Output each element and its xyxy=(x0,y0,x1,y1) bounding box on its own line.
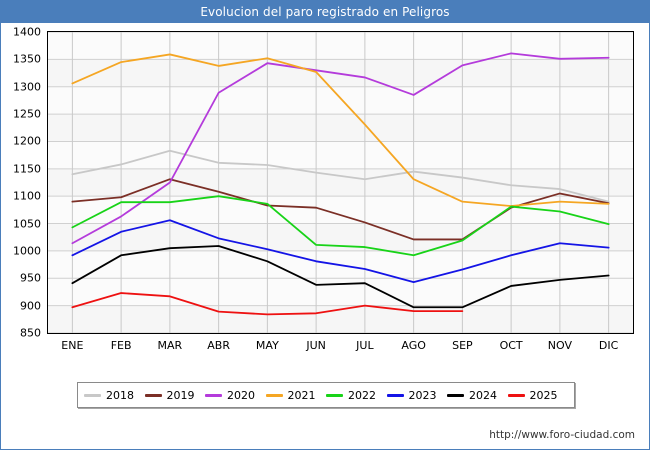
legend-label: 2021 xyxy=(287,388,316,402)
legend-item[interactable]: 2020 xyxy=(205,389,266,402)
legend-label: 2020 xyxy=(227,388,255,402)
y-axis-tick-label: 1400 xyxy=(13,25,41,39)
legend-line-swatch xyxy=(144,393,162,397)
legend-line-swatch xyxy=(265,393,283,397)
legend-line-swatch xyxy=(84,393,101,397)
y-axis-tick-label: 850 xyxy=(20,326,41,340)
legend-item[interactable]: 2024 xyxy=(447,389,508,402)
x-axis-tick-label: JUL xyxy=(356,339,374,352)
legend-line-swatch xyxy=(386,393,404,397)
legend-line-swatch xyxy=(326,393,343,397)
x-axis-tick-label: MAR xyxy=(157,339,183,352)
x-axis-tick-label: JUN xyxy=(306,339,326,352)
legend-label: 2022 xyxy=(348,388,376,402)
y-axis-tick-label: 1250 xyxy=(13,107,41,121)
source-url: http://www.foro-ciudad.com xyxy=(489,429,635,441)
legend-label: 2019 xyxy=(166,388,195,402)
y-axis-tick-label: 950 xyxy=(20,271,41,285)
legend-label: 2025 xyxy=(529,388,558,402)
y-axis-tick-label: 1350 xyxy=(13,52,41,66)
x-axis-tick-label: NOV xyxy=(547,339,572,352)
legend-item[interactable]: 2025 xyxy=(507,388,569,402)
x-axis-tick-label: ABR xyxy=(207,339,230,352)
y-axis-tick-label: 1150 xyxy=(13,162,41,176)
x-axis-tick-label: FEB xyxy=(110,339,132,352)
legend-line-swatch xyxy=(205,393,222,397)
x-axis-tick-label: AGO xyxy=(401,339,426,352)
y-axis-tick-label: 900 xyxy=(20,299,41,313)
y-axis-tick-label: 1050 xyxy=(13,217,41,231)
legend-item[interactable]: 2018 xyxy=(84,389,145,402)
x-axis-tick-label: DIC xyxy=(598,339,619,352)
x-axis-tick-label: MAY xyxy=(255,339,279,352)
y-axis-tick-label: 1300 xyxy=(13,80,41,94)
x-axis-tick-label: OCT xyxy=(499,339,523,352)
legend-label: 2023 xyxy=(408,388,437,402)
x-axis-tick-label: SEP xyxy=(452,339,473,352)
legend-item[interactable]: 2023 xyxy=(386,388,448,402)
legend-item[interactable]: 2022 xyxy=(326,389,387,402)
legend-line-swatch xyxy=(447,393,464,397)
legend-label: 2024 xyxy=(469,388,497,402)
y-axis-tick-label: 1000 xyxy=(13,244,41,258)
chart-area xyxy=(47,31,634,334)
window-title-bar: Evolucion del paro registrado en Peligro… xyxy=(1,1,649,23)
legend-item[interactable]: 2019 xyxy=(144,388,206,402)
y-axis-tick-label: 1200 xyxy=(13,134,41,148)
y-axis-tick-label: 1100 xyxy=(13,189,41,203)
y-axis-labels: 850 900 950 1000 1050 1100 1150 1200 1250 1300 135… xyxy=(1,27,43,339)
x-axis-labels: ENE FEB MAR ABR MAY JUN JUL AGO SEP OCT NOV DIC xyxy=(47,337,634,355)
legend-item[interactable]: 2021 xyxy=(265,388,327,402)
plot-region xyxy=(47,31,634,334)
line-chart-svg xyxy=(48,32,633,333)
legend-label: 2018 xyxy=(106,388,134,402)
legend-line-swatch xyxy=(507,393,525,397)
page-title: Evolucion del paro registrado en Peligro… xyxy=(200,5,450,19)
chart-legend: 2018 2019 2020 2021 2022 2023 2024 2025 xyxy=(77,382,575,408)
x-axis-tick-label: ENE xyxy=(61,339,84,352)
